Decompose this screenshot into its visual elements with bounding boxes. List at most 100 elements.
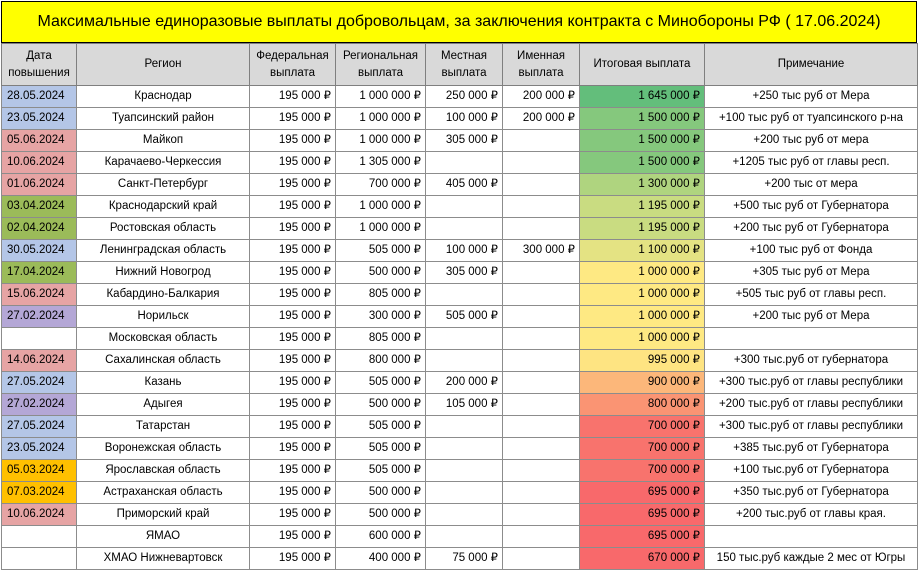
regional-cell: 400 000 ₽ — [335, 547, 426, 570]
total-cell: 800 000 ₽ — [579, 393, 705, 416]
local-cell: 505 000 ₽ — [425, 305, 503, 328]
total-cell: 1 195 000 ₽ — [579, 217, 705, 240]
regional-cell: 1 305 000 ₽ — [335, 151, 426, 174]
named-cell: 300 000 ₽ — [502, 239, 580, 262]
table-row: 27.02.2024 Адыгея 195 000 ₽500 000 ₽105 00… — [1, 393, 918, 416]
regional-cell: 1 000 000 ₽ — [335, 85, 426, 108]
local-cell — [425, 415, 503, 438]
federal-cell: 195 000 ₽ — [249, 437, 336, 460]
col-header-note: Примечание — [704, 43, 918, 86]
federal-cell: 195 000 ₽ — [249, 459, 336, 482]
note-cell: +385 тыс.руб от Губернатора — [704, 437, 918, 460]
note-cell: +300 тыс.руб от губернатора — [704, 349, 918, 372]
col-header-date: Дата повышения — [1, 43, 77, 86]
note-cell: +300 тыс.руб от главы республики — [704, 415, 918, 438]
total-cell: 1 000 000 ₽ — [579, 305, 705, 328]
named-cell — [502, 129, 580, 152]
note-cell: +200 тыс руб от Мера — [704, 305, 918, 328]
header-row: Дата повышения Регион Федеральная выплат… — [1, 43, 918, 86]
named-cell — [502, 349, 580, 372]
date-cell: 27.02.2024 — [1, 393, 77, 416]
regional-cell: 1 000 000 ₽ — [335, 217, 426, 240]
note-cell: 150 тыс.руб каждые 2 мес от Югры — [704, 547, 918, 570]
total-cell: 700 000 ₽ — [579, 415, 705, 438]
named-cell — [502, 305, 580, 328]
total-cell: 695 000 ₽ — [579, 503, 705, 526]
named-cell — [502, 217, 580, 240]
local-cell: 105 000 ₽ — [425, 393, 503, 416]
date-cell: 03.04.2024 — [1, 195, 77, 218]
regional-cell: 1 000 000 ₽ — [335, 129, 426, 152]
date-cell: 17.04.2024 — [1, 261, 77, 284]
date-cell: 05.06.2024 — [1, 129, 77, 152]
note-cell: +200 тыс руб от мера — [704, 129, 918, 152]
regional-cell: 800 000 ₽ — [335, 349, 426, 372]
regional-cell: 500 000 ₽ — [335, 393, 426, 416]
federal-cell: 195 000 ₽ — [249, 239, 336, 262]
named-cell — [502, 481, 580, 504]
payments-table: Дата повышения Регион Федеральная выплат… — [1, 43, 918, 570]
date-cell: 10.06.2024 — [1, 503, 77, 526]
date-cell — [1, 327, 77, 350]
regional-cell: 700 000 ₽ — [335, 173, 426, 196]
date-cell — [1, 547, 77, 570]
named-cell — [502, 283, 580, 306]
table-row: Московская область 195 000 ₽805 000 ₽ 1 00… — [1, 327, 918, 350]
date-cell: 23.05.2024 — [1, 107, 77, 130]
federal-cell: 195 000 ₽ — [249, 349, 336, 372]
table-row: 27.05.2024 Татарстан 195 000 ₽505 000 ₽ 700… — [1, 415, 918, 438]
local-cell: 100 000 ₽ — [425, 107, 503, 130]
regional-cell: 505 000 ₽ — [335, 459, 426, 482]
region-cell: Ленинградская область — [76, 239, 250, 262]
note-cell: +250 тыс руб от Мера — [704, 85, 918, 108]
local-cell — [425, 503, 503, 526]
total-cell: 695 000 ₽ — [579, 525, 705, 548]
federal-cell: 195 000 ₽ — [249, 195, 336, 218]
note-cell: +1205 тыс руб от главы респ. — [704, 151, 918, 174]
named-cell — [502, 151, 580, 174]
local-cell — [425, 437, 503, 460]
named-cell — [502, 437, 580, 460]
named-cell — [502, 415, 580, 438]
region-cell: Астраханская область — [76, 481, 250, 504]
local-cell — [425, 151, 503, 174]
federal-cell: 195 000 ₽ — [249, 85, 336, 108]
named-cell: 200 000 ₽ — [502, 85, 580, 108]
date-cell: 01.06.2024 — [1, 173, 77, 196]
col-header-local: Местная выплата — [425, 43, 503, 86]
total-cell: 700 000 ₽ — [579, 437, 705, 460]
regional-cell: 505 000 ₽ — [335, 437, 426, 460]
table-row: 05.06.2024 Майкоп 195 000 ₽1 000 000 ₽305 … — [1, 129, 918, 152]
table-row: 07.03.2024 Астраханская область 195 000 ₽5… — [1, 481, 918, 504]
named-cell — [502, 503, 580, 526]
named-cell — [502, 459, 580, 482]
region-cell: Краснодар — [76, 85, 250, 108]
total-cell: 1 100 000 ₽ — [579, 239, 705, 262]
region-cell: Сахалинская область — [76, 349, 250, 372]
named-cell: 200 000 ₽ — [502, 107, 580, 130]
col-header-named: Именная выплата — [502, 43, 580, 86]
table-row: 28.05.2024 Краснодар 195 000 ₽1 000 000 ₽2… — [1, 85, 918, 108]
total-cell: 700 000 ₽ — [579, 459, 705, 482]
federal-cell: 195 000 ₽ — [249, 217, 336, 240]
region-cell: Казань — [76, 371, 250, 394]
region-cell: Санкт-Петербург — [76, 173, 250, 196]
local-cell — [425, 459, 503, 482]
local-cell — [425, 195, 503, 218]
date-cell: 30.05.2024 — [1, 239, 77, 262]
named-cell — [502, 525, 580, 548]
region-cell: Адыгея — [76, 393, 250, 416]
date-cell: 27.02.2024 — [1, 305, 77, 328]
regional-cell: 505 000 ₽ — [335, 239, 426, 262]
federal-cell: 195 000 ₽ — [249, 547, 336, 570]
total-cell: 1 000 000 ₽ — [579, 261, 705, 284]
total-cell: 900 000 ₽ — [579, 371, 705, 394]
note-cell: +100 тыс.руб от Губернатора — [704, 459, 918, 482]
date-cell: 23.05.2024 — [1, 437, 77, 460]
federal-cell: 195 000 ₽ — [249, 481, 336, 504]
regional-cell: 1 000 000 ₽ — [335, 195, 426, 218]
regional-cell: 500 000 ₽ — [335, 503, 426, 526]
date-cell: 05.03.2024 — [1, 459, 77, 482]
note-cell: +350 тыс.руб от Губернатора — [704, 481, 918, 504]
local-cell: 250 000 ₽ — [425, 85, 503, 108]
